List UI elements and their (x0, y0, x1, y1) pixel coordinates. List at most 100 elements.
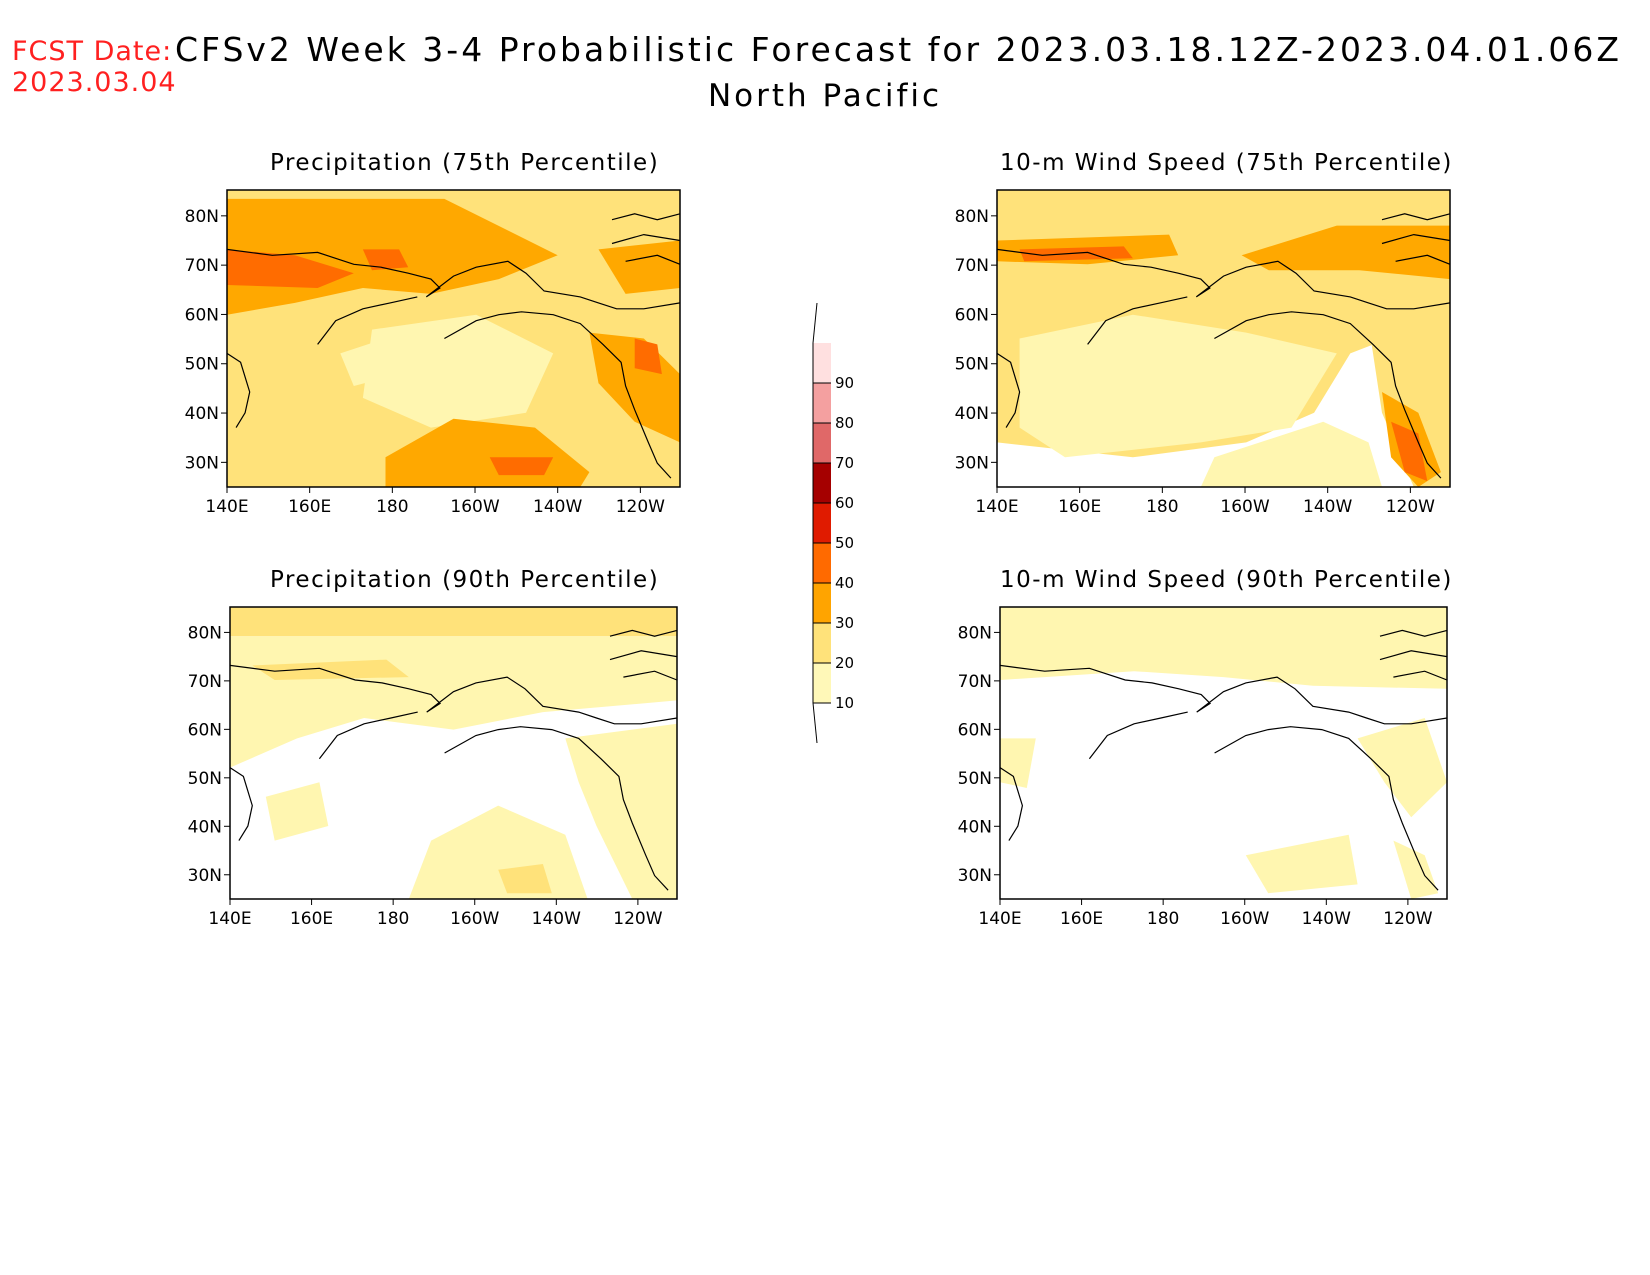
lon-label: 140E (978, 909, 1021, 929)
coastline (229, 664, 678, 725)
forecast-date-label: FCST Date: (12, 36, 173, 67)
lat-label: 50N (955, 355, 989, 375)
lat-label: 60N (185, 305, 219, 325)
coastline (226, 352, 251, 428)
colorbar-swatch (813, 583, 831, 623)
map-panel-wind-75: 140E 160E 180 160W 140W 120W 80N 70N 60N 50N 40N 30… (955, 189, 1451, 517)
lat-label: 30N (188, 866, 222, 886)
lat-label: 30N (958, 866, 992, 886)
colorbar-swatch (813, 463, 831, 503)
page-title: CFSv2 Week 3-4 Probabilistic Forecast fo… (175, 30, 1622, 69)
colorbar-label: 30 (835, 614, 854, 632)
colorbar-label: 10 (835, 694, 854, 712)
lon-label: 120W (616, 497, 665, 517)
lon-label: 160W (450, 909, 499, 929)
colorbar-label: 90 (835, 374, 854, 392)
lon-label: 160E (1060, 909, 1103, 929)
coastline (999, 767, 1024, 841)
probability-region (1391, 421, 1428, 482)
probability-region (1357, 718, 1447, 818)
panel-title-precip-90: Precipitation (90th Percentile) (270, 567, 660, 593)
lon-label: 160E (290, 909, 333, 929)
lat-label: 30N (955, 453, 989, 473)
probability-region (498, 864, 552, 894)
coastline (1088, 711, 1188, 760)
colorbar-swatch (813, 623, 831, 663)
colorbar-label: 20 (835, 654, 854, 672)
coastline (996, 248, 1451, 310)
lat-label: 40N (955, 404, 989, 424)
lat-label: 80N (958, 623, 992, 643)
probability-region (1200, 421, 1382, 487)
lat-label: 60N (188, 720, 222, 740)
coastline (1393, 670, 1448, 681)
probability-region (340, 338, 400, 386)
lat-label: 40N (188, 817, 222, 837)
lon-label: 160E (1058, 497, 1101, 517)
map-frame (996, 189, 1451, 488)
lon-label: 140W (1302, 909, 1351, 929)
coastline (611, 233, 681, 245)
coastline (623, 670, 678, 681)
lon-label: 160W (1220, 909, 1269, 929)
lon-label: 120W (613, 909, 662, 929)
probability-region (252, 659, 409, 680)
probability-region (1000, 738, 1036, 788)
map-panel-precip-75: 140E 160E 180 160W 140W 120W 80N 70N 60N 50N 40N 30… (185, 189, 681, 517)
colorbar: 10 20 30 40 50 60 70 80 90 (812, 302, 854, 744)
coastline (609, 629, 678, 637)
probability-region (565, 723, 677, 899)
coastline (229, 767, 253, 841)
map-panel-precip-90: 140E 160E 180 160W 140W 120W 80N 70N 60N 50N 40N 30… (188, 606, 678, 929)
probability-region (1245, 834, 1358, 894)
coastline (609, 650, 678, 661)
coastline (444, 726, 669, 891)
colorbar-swatch (813, 343, 831, 383)
probability-region (1000, 607, 1447, 689)
probability-region (362, 314, 554, 428)
lat-label: 70N (958, 672, 992, 692)
probability-region (489, 457, 554, 476)
lat-label: 70N (188, 672, 222, 692)
lat-label: 50N (958, 769, 992, 789)
lon-label: 160E (288, 497, 331, 517)
colorbar-label: 40 (835, 574, 854, 592)
lat-label: 60N (958, 720, 992, 740)
lon-label: 120W (1383, 909, 1432, 929)
coastline (1214, 726, 1439, 891)
colorbar-swatch (813, 383, 831, 423)
colorbar-swatch (813, 543, 831, 583)
coastline (226, 248, 681, 310)
lon-label: 180 (1147, 909, 1179, 929)
forecast-date: FCST Date: 2023.03.04 (12, 36, 177, 98)
probability-region (1368, 293, 1450, 487)
colorbar-swatch (813, 663, 831, 703)
probability-region (230, 607, 677, 637)
coastline (1087, 296, 1188, 345)
probability-region (265, 782, 329, 841)
lat-label: 40N (185, 404, 219, 424)
lon-label: 140W (1303, 497, 1352, 517)
lon-label: 140E (208, 909, 251, 929)
lon-label: 140W (533, 497, 582, 517)
lon-label: 180 (377, 909, 409, 929)
probability-region (1393, 840, 1439, 899)
lat-label: 50N (188, 769, 222, 789)
lat-label: 80N (185, 207, 219, 227)
lat-label: 30N (185, 453, 219, 473)
lon-label: 180 (1146, 497, 1178, 517)
map-frame (226, 189, 681, 488)
lat-label: 50N (185, 355, 219, 375)
coastline (999, 664, 1448, 725)
panel-title-wind-90: 10-m Wind Speed (90th Percentile) (1000, 567, 1453, 593)
coastline (1379, 650, 1448, 661)
probability-region (362, 249, 409, 271)
lon-label: 140W (532, 909, 581, 929)
coastline (996, 352, 1021, 428)
colorbar-cap-bottom (812, 702, 818, 744)
coastline (444, 311, 672, 479)
colorbar-cap-top (812, 302, 818, 344)
lon-label: 140E (975, 497, 1018, 517)
coastline (1379, 629, 1448, 637)
lat-label: 80N (188, 623, 222, 643)
